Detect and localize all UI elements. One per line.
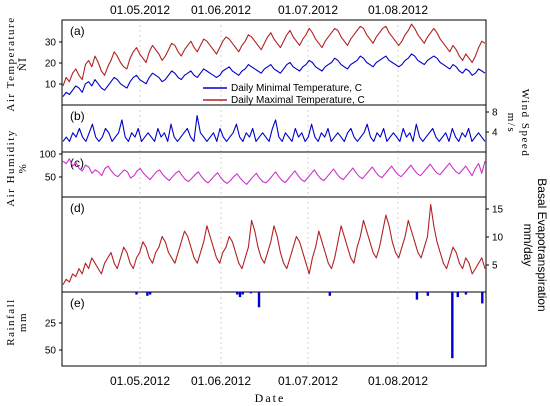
panel-c-tick-label-1: 100 (39, 150, 56, 161)
panel-e-label: (e) (70, 296, 85, 310)
bottom-date-label-1: 01.06.2012 (191, 374, 251, 388)
panel-b-tick-label-0: 4 (492, 128, 498, 139)
panel-d-ylabel-right-unit: mm/day (521, 224, 535, 267)
panel-d-tick-label-2: 15 (492, 205, 504, 216)
top-date-label-2: 01.07.2012 (278, 3, 338, 17)
panel-e-bar-134 (426, 292, 430, 296)
panel-a-ylabel-unit: ÑĪ (17, 57, 29, 72)
panel-e-tick-label-1: 50 (45, 346, 57, 357)
panel-b-frame (61, 104, 487, 153)
x-axis-title: Date (255, 391, 286, 405)
panel-b-ylabel-right-unit: m/s (505, 113, 517, 133)
panel-b-tick-label-1: 8 (492, 108, 498, 119)
top-date-label-1: 01.06.2012 (191, 3, 251, 17)
panel-c-series-0-line (62, 158, 486, 185)
panel-e-frame (61, 291, 487, 367)
panel-b-ylabel-right: Wind Speed (519, 89, 531, 158)
panel-b-label: (b) (70, 109, 85, 123)
panel-d-tick-label-1: 10 (492, 233, 504, 244)
panel-d-frame (61, 196, 487, 293)
panel-e-bar-27 (135, 292, 138, 295)
panel-e-bar-154 (481, 292, 484, 304)
panel-a-label: (a) (70, 24, 85, 38)
panel-e-bar-65 (238, 292, 242, 298)
legend-min-temp-label: Daily Minimal Temperature, C (231, 83, 362, 94)
panel-d-series-0-line (62, 203, 486, 285)
top-date-label-3: 01.08.2012 (368, 3, 428, 17)
panel-c-tick-label-0: 50 (45, 173, 57, 184)
panel-e-bar-130 (415, 292, 419, 300)
panel-a-tick-label-2: 30 (45, 38, 57, 49)
panel-a-ylabel: Air Temperature (5, 16, 17, 111)
panel-e-bar-31 (146, 292, 149, 296)
panel-a-tick-label-1: 20 (45, 59, 57, 70)
panel-e-bar-69 (249, 292, 253, 294)
panel-e-bar-32 (148, 292, 152, 295)
panel-a-series-1-line (62, 23, 486, 87)
panel-e-bar-145 (456, 292, 459, 298)
legend-max-temp-label: Daily Maximal Temperature, C (231, 95, 365, 106)
panel-d-ylabel-right: Basal Evapotranspiration (535, 178, 549, 311)
bottom-date-label-2: 01.07.2012 (278, 374, 338, 388)
panel-c-label: (c) (70, 156, 84, 170)
panel-a-tick-label-0: 10 (45, 80, 57, 91)
panel-e-tick-label-0: 25 (45, 319, 57, 330)
panel-e-bar-72 (257, 292, 261, 308)
bottom-date-label-3: 01.08.2012 (368, 374, 428, 388)
panel-a-series-0-line (62, 53, 486, 97)
panels: (a) 10 20 30 (b) 4 8 (c) 50 100 (d) 5 10 15 (e) 25 50 (39, 19, 504, 367)
panel-b-series-0-line (62, 115, 486, 142)
panel-e-ylabel-unit: mm (17, 312, 29, 332)
bottom-date-label-0: 01.05.2012 (110, 374, 170, 388)
panel-d-tick-label-0: 5 (492, 261, 498, 272)
panel-e-bar-148 (464, 292, 468, 295)
panel-e-bar-66 (241, 292, 244, 295)
panel-e-bar-98 (328, 292, 332, 296)
top-date-label-0: 01.05.2012 (110, 3, 170, 17)
panel-e-ylabel: Rainfall (5, 298, 17, 345)
panel-c-ylabel: Air Humidity (5, 129, 17, 207)
panel-c-ylabel-unit: % (17, 163, 29, 174)
panel-e-bar-143 (451, 292, 454, 359)
panel-d-label: (d) (70, 201, 85, 215)
panel-e-bar-64 (236, 292, 239, 295)
